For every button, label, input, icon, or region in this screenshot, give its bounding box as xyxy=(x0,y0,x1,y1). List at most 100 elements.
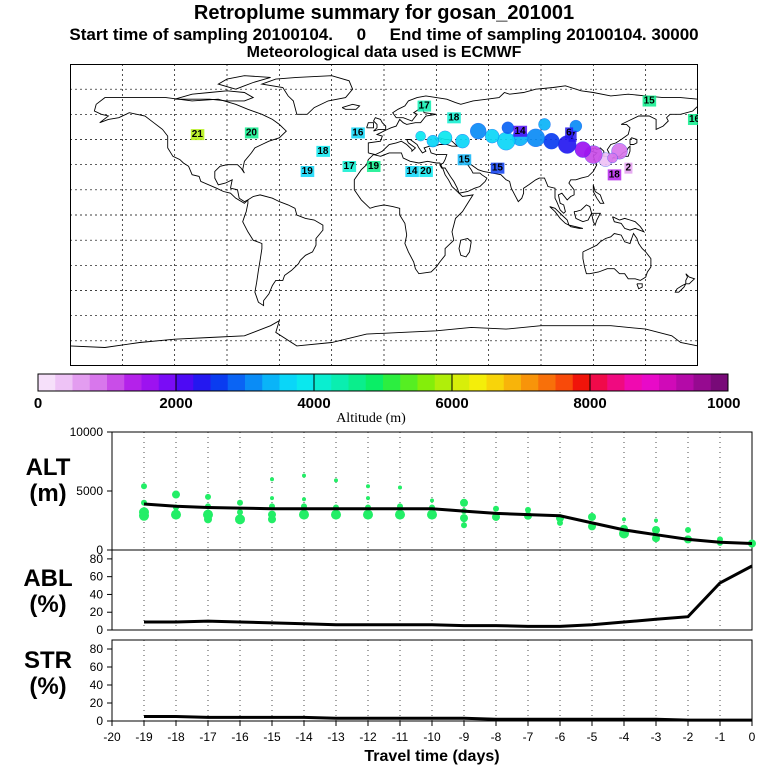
abl-ytick-label: 80 xyxy=(90,552,104,566)
colorbar-swatch xyxy=(503,374,522,391)
abl-ytick-label: 20 xyxy=(90,605,104,619)
colorbar-swatch xyxy=(176,374,194,391)
alt-scatter-point xyxy=(237,499,243,506)
colorbar-swatch xyxy=(38,374,56,391)
colorbar-swatch xyxy=(624,374,643,391)
colorbar-swatch xyxy=(659,374,677,391)
alt-scatter-point xyxy=(460,498,468,507)
coastline xyxy=(260,75,354,115)
colorbar-swatch xyxy=(469,374,487,391)
plume-day-label: 2 xyxy=(625,163,631,174)
alt-scatter-point xyxy=(588,512,596,521)
alt-scatter-point xyxy=(525,506,531,513)
plume-day-label: 17 xyxy=(344,161,356,172)
coastline xyxy=(367,85,698,153)
abl-ytick-label: 60 xyxy=(90,570,104,584)
coastline xyxy=(458,238,472,258)
plume-day-marker xyxy=(419,166,433,178)
alt-scatter-point xyxy=(299,509,309,520)
colorbar-swatch xyxy=(452,374,470,391)
plume-blob xyxy=(607,152,618,164)
coastline xyxy=(629,137,638,145)
coastline xyxy=(372,117,387,132)
colorbar-swatch xyxy=(331,374,349,391)
colorbar-swatch xyxy=(676,374,694,391)
colorbar-tick-label: 8000 xyxy=(573,395,606,412)
colorbar-tick-label: 4000 xyxy=(297,395,330,412)
colorbar-swatch xyxy=(607,374,625,391)
alt-ytick-label: 0 xyxy=(96,543,103,557)
coastline xyxy=(568,224,584,229)
alt-scatter-point xyxy=(302,497,306,502)
alt-ytick-label: 5000 xyxy=(76,484,103,498)
coastline xyxy=(341,103,361,110)
plume-day-label: 14 xyxy=(515,126,527,137)
alt-scatter-point xyxy=(363,509,373,520)
colorbar-swatch xyxy=(538,374,556,391)
plume-day-label: 20 xyxy=(246,127,258,138)
str-mean-line xyxy=(144,715,752,722)
alt-mean-line xyxy=(143,502,753,545)
alt-scatter-point xyxy=(204,515,212,524)
coastline xyxy=(582,232,652,281)
alt-scatter-point xyxy=(748,539,756,548)
alt-scatter-point xyxy=(461,522,467,529)
coastline xyxy=(591,212,602,227)
plume-day-label: 6 xyxy=(566,127,572,138)
colorbar-swatch xyxy=(193,374,211,391)
abl-label-line1: ABL xyxy=(23,565,73,592)
alt-scatter-point xyxy=(366,484,370,489)
plume-day-marker xyxy=(687,114,698,126)
alt-scatter-point xyxy=(334,478,338,483)
colorbar-swatch xyxy=(348,374,367,391)
plume-day-marker xyxy=(405,166,419,178)
plume-blob xyxy=(574,141,592,158)
plume-day-marker xyxy=(244,127,259,139)
alt-label-line1: ALT xyxy=(25,454,71,481)
coastline xyxy=(428,105,698,214)
colorbar-swatch xyxy=(262,374,280,391)
str-label-line2: (%) xyxy=(29,673,67,700)
xtick-label: -7 xyxy=(523,730,534,744)
alt-scatter-point xyxy=(205,493,211,500)
xtick-label: -10 xyxy=(423,730,441,744)
str-ytick-label: 0 xyxy=(96,714,103,728)
colorbar-swatch xyxy=(417,374,436,391)
alt-scatter-point xyxy=(398,485,402,490)
plume-day-marker xyxy=(417,100,432,112)
colorbar-swatch xyxy=(55,374,73,391)
met-data-subtitle: Meteorological data used is ECMWF xyxy=(246,44,522,61)
colorbar-swatch xyxy=(710,374,729,391)
alt-scatter-point xyxy=(139,510,149,521)
abl-ytick-label: 40 xyxy=(90,587,104,601)
alt-scatter-point xyxy=(430,498,434,503)
coastline xyxy=(95,97,287,203)
xtick-label: -18 xyxy=(167,730,185,744)
coastline xyxy=(353,152,474,275)
colorbar-swatch xyxy=(314,374,332,391)
sampling-time-subtitle: Start time of sampling 20100104. 0 End t… xyxy=(69,25,699,44)
colorbar-swatch xyxy=(434,374,453,391)
colorbar-swatch xyxy=(210,374,229,391)
plume-blob xyxy=(426,135,439,148)
coastline xyxy=(612,216,646,233)
xtick-label: 0 xyxy=(749,730,756,744)
xtick-label: -6 xyxy=(555,730,566,744)
alt-scatter-point xyxy=(395,509,405,520)
xtick-label: -5 xyxy=(587,730,598,744)
colorbar-swatch xyxy=(89,374,108,391)
plume-day-marker xyxy=(490,162,505,174)
xtick-label: -11 xyxy=(392,730,409,744)
coastline xyxy=(217,75,271,90)
plume-blob xyxy=(437,130,453,145)
plume-day-marker xyxy=(624,162,633,174)
abl-label-line2: (%) xyxy=(29,591,67,618)
plume-day-label: 16 xyxy=(689,114,698,125)
xtick-label: -12 xyxy=(359,730,377,744)
world-map: 1718162017191814201915151476218151621 xyxy=(70,64,698,366)
coastline xyxy=(70,319,698,348)
plume-blob xyxy=(543,133,560,150)
colorbar-tick-label: 10000 xyxy=(707,395,740,412)
xtick-label: -20 xyxy=(103,730,121,744)
